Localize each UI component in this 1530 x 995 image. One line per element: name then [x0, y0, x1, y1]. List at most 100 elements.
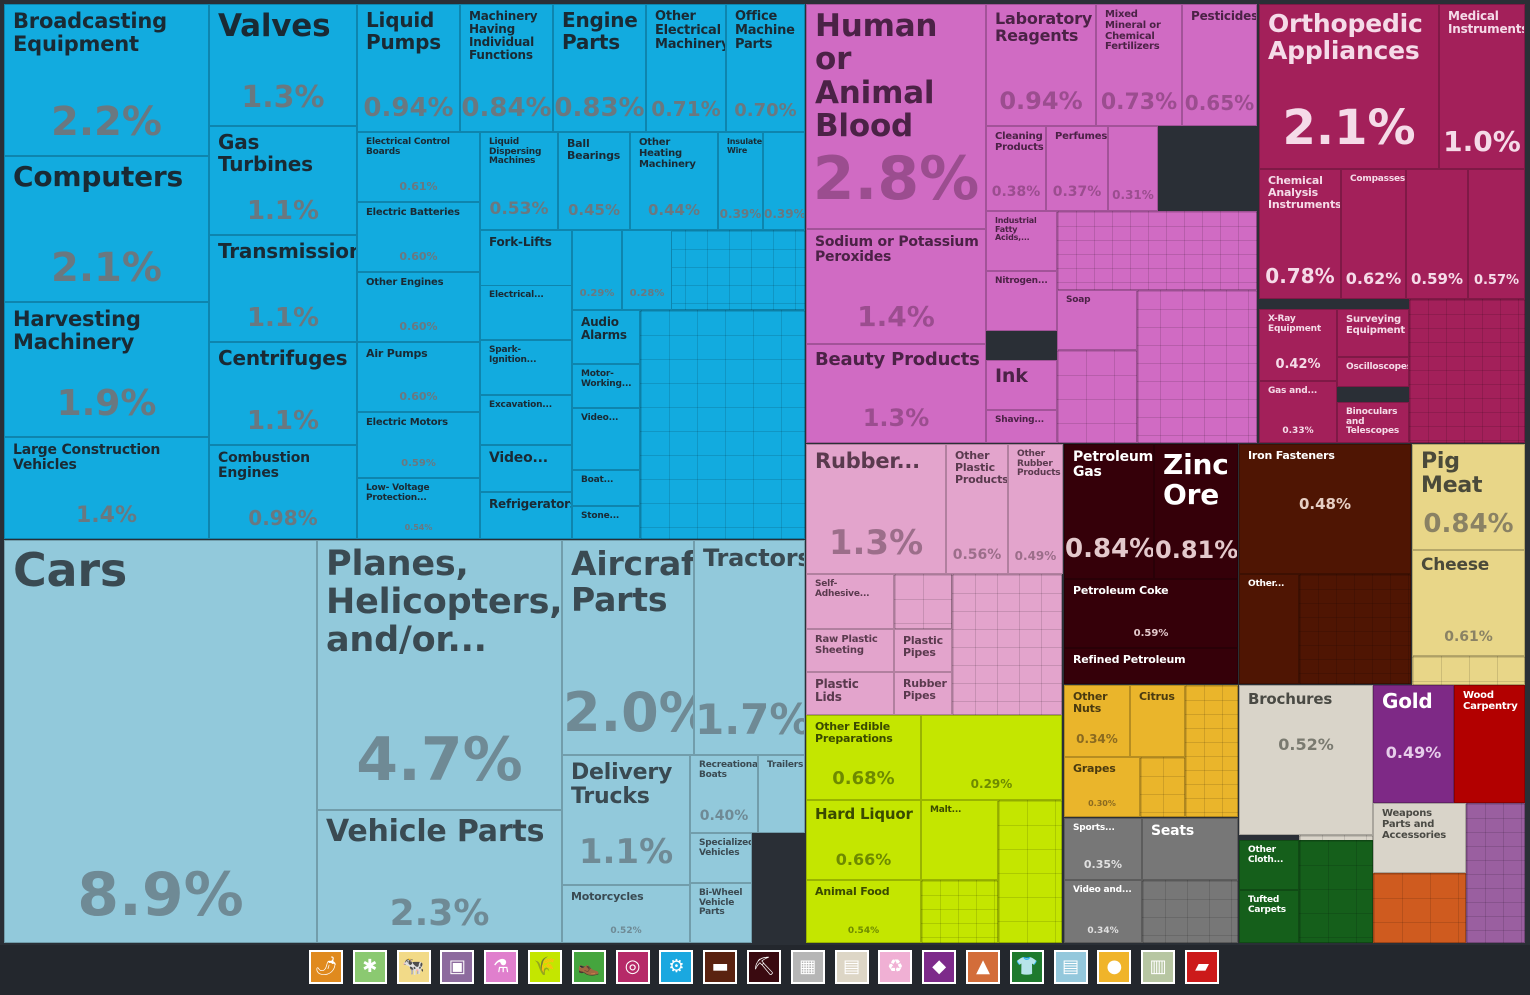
textiles-icon[interactable]: 👕	[1009, 950, 1044, 984]
treemap-tile[interactable]: Delivery Trucks 1.1%	[562, 755, 690, 885]
treemap-tile[interactable]: Other Plastic Products 0.56%	[946, 444, 1008, 574]
animal-products-icon[interactable]: 🐄	[396, 950, 431, 984]
machines-icon[interactable]: ⚙	[659, 950, 694, 984]
treemap-tile[interactable]: Bi-Wheel Vehicle Parts	[690, 883, 752, 943]
treemap-tile[interactable]: Insulated Wire 0.39%	[718, 132, 763, 230]
treemap-tile[interactable]: Gas and... 0.33%	[1259, 381, 1337, 443]
treemap-tile[interactable]: Excavation...	[480, 395, 572, 445]
treemap-tile[interactable]: Pig Meat 0.84%	[1412, 444, 1525, 550]
treemap-tile[interactable]: 0.59%	[1406, 169, 1468, 299]
stone-and-glass-icon[interactable]: ▲	[966, 950, 1000, 984]
treemap-tile[interactable]: Cars 8.9%	[4, 540, 317, 943]
treemap-tile[interactable]: Medical Instruments 1.0%	[1439, 4, 1525, 169]
treemap-tile[interactable]: Planes, Helicopters, and/or... 4.7%	[317, 540, 562, 810]
treemap-tile[interactable]: Orthopedic Appliances 2.1%	[1259, 4, 1439, 169]
treemap-tile[interactable]: Petroleum Gas 0.84%	[1064, 444, 1154, 579]
footwear-icon[interactable]: 👞	[571, 950, 606, 984]
treemap-tile[interactable]: Recreational Boats 0.40%	[690, 755, 758, 833]
treemap-tile[interactable]: Other Rubber Products 0.49%	[1008, 444, 1063, 574]
treemap-tile[interactable]: Petroleum Coke 0.59%	[1064, 579, 1238, 648]
metals-icon[interactable]: ▬	[703, 950, 738, 984]
treemap-tile[interactable]: Raw Plastic Sheeting	[806, 629, 894, 672]
treemap-tile[interactable]: Ink	[986, 360, 1057, 410]
treemap-tile[interactable]: Malt...	[921, 800, 998, 880]
treemap-tile[interactable]: 0.39%	[763, 132, 805, 230]
treemap-tile[interactable]: Centrifuges 1.1%	[209, 342, 357, 445]
treemap-tile[interactable]: Animal Food 0.54%	[806, 880, 921, 943]
treemap-tile[interactable]: Valves 1.3%	[209, 4, 357, 126]
treemap-tile[interactable]: Harvesting Machinery 1.9%	[4, 302, 209, 437]
treemap-tile[interactable]: Transmissions 1.1%	[209, 235, 357, 342]
treemap-tile[interactable]: Cleaning Products 0.38%	[986, 126, 1046, 211]
treemap-tile[interactable]: Beauty Products 1.3%	[806, 344, 986, 443]
treemap-tile[interactable]: Liquid Dispersing Machines 0.53%	[480, 132, 558, 230]
treemap-tile[interactable]: Stone...	[572, 506, 640, 539]
vegetable-products-icon[interactable]: 🌶	[309, 950, 343, 984]
treemap-tile[interactable]: Sodium or Potassium Peroxides 1.4%	[806, 229, 986, 344]
treemap-tile[interactable]: Citrus	[1130, 685, 1185, 757]
treemap-tile[interactable]: Self- Adhesive...	[806, 574, 894, 629]
treemap-tile[interactable]: Specialized Vehicles	[690, 833, 752, 883]
vegetable-icon[interactable]: ●	[1097, 950, 1132, 984]
treemap-tile[interactable]: 0.29%	[921, 715, 1062, 800]
treemap-tile[interactable]: Rubber... 1.3%	[806, 444, 946, 574]
treemap-tile[interactable]: Electric Motors 0.59%	[357, 412, 480, 478]
treemap-tile[interactable]: Grapes 0.30%	[1064, 757, 1140, 817]
foodstuffs-icon[interactable]: 🌾	[528, 950, 562, 984]
treemap-tile[interactable]: 0.57%	[1468, 169, 1525, 299]
treemap-tile[interactable]: Gas Turbines 1.1%	[209, 126, 357, 235]
treemap-tile[interactable]: Gold 0.49%	[1373, 685, 1454, 803]
treemap-tile[interactable]: Plastic Lids	[806, 672, 894, 715]
miscellaneous-icon[interactable]: ▦	[790, 950, 825, 984]
treemap-tile[interactable]: Rubber Pipes	[894, 672, 952, 715]
treemap-tile[interactable]: Seats	[1142, 818, 1238, 880]
treemap-tile[interactable]: 0.31%	[1108, 126, 1158, 211]
paper-goods-icon[interactable]: ▤	[834, 950, 869, 984]
treemap-tile[interactable]: Nitrogen...	[986, 271, 1057, 331]
treemap-tile[interactable]: Liquid Pumps 0.94%	[357, 4, 460, 132]
art-icon[interactable]: ▣	[440, 950, 475, 984]
treemap-tile[interactable]: Motorcycles 0.52%	[562, 885, 690, 943]
treemap-tile[interactable]: 0.29%	[572, 230, 622, 310]
treemap-tile[interactable]: Plastic Pipes	[894, 629, 952, 672]
treemap-tile[interactable]: Air Pumps 0.60%	[357, 342, 480, 412]
treemap-tile[interactable]: Mixed Mineral or Chemical Fertilizers 0.7…	[1096, 4, 1182, 126]
animal-hides-icon[interactable]: ✱	[352, 950, 387, 984]
treemap-tile[interactable]: Perfumes 0.37%	[1046, 126, 1108, 211]
mineral-products-icon[interactable]: ⛏	[747, 950, 781, 984]
treemap-tile[interactable]: Human or Animal Blood 2.8%	[806, 4, 986, 229]
treemap-tile[interactable]: Aircraft Parts 2.0%	[562, 540, 694, 755]
precious-metals-icon[interactable]: ◆	[922, 950, 957, 984]
treemap-tile[interactable]: 0.28%	[622, 230, 672, 310]
treemap-tile[interactable]: Video...	[572, 408, 640, 470]
treemap-tile[interactable]: Tractors 1.7%	[694, 540, 805, 755]
treemap-tile[interactable]: Pesticides 0.65%	[1182, 4, 1257, 126]
treemap-tile[interactable]: Ball Bearings 0.45%	[558, 132, 630, 230]
treemap-tile[interactable]: Wood Carpentry	[1454, 685, 1525, 803]
treemap-tile[interactable]: Trailers	[758, 755, 805, 833]
treemap-tile[interactable]: Other Cloth...	[1239, 840, 1299, 890]
treemap-tile[interactable]: Electric Batteries 0.60%	[357, 202, 480, 272]
treemap-tile[interactable]: Soap	[1057, 290, 1137, 350]
treemap-tile[interactable]: Engine Parts 0.83%	[553, 4, 646, 132]
treemap-tile[interactable]: Iron Fasteners 0.48%	[1239, 444, 1411, 574]
treemap-tile[interactable]: Industrial Fatty Acids,...	[986, 211, 1057, 271]
treemap-tile[interactable]: Hard Liquor 0.66%	[806, 800, 921, 880]
treemap-tile[interactable]: Other...	[1239, 574, 1299, 684]
treemap-tile[interactable]: Fork-Lifts	[480, 230, 572, 290]
treemap-tile[interactable]: Boat...	[572, 470, 640, 506]
treemap-tile[interactable]: Broadcasting Equipment 2.2%	[4, 4, 209, 156]
treemap-tile[interactable]: Computers 2.1%	[4, 156, 209, 302]
treemap-tile[interactable]: Zinc Ore 0.81%	[1154, 444, 1238, 579]
treemap-tile[interactable]: Refined Petroleum	[1064, 648, 1238, 684]
treemap-tile[interactable]: Other Nuts 0.34%	[1064, 685, 1130, 757]
treemap-tile[interactable]: Refrigerators	[480, 492, 572, 539]
treemap-tile[interactable]: Low- Voltage Protection... 0.54%	[357, 478, 480, 539]
treemap-tile[interactable]: Surveying Equipment	[1337, 309, 1409, 357]
treemap-tile[interactable]: Laboratory Reagents 0.94%	[986, 4, 1096, 126]
treemap-tile[interactable]: Other Electrical Machinery 0.71%	[646, 4, 726, 132]
treemap-tile[interactable]: Shaving...	[986, 410, 1057, 443]
chemical-products-icon[interactable]: ⚗	[484, 950, 519, 984]
treemap-tile[interactable]: Audio Alarms	[572, 310, 640, 364]
treemap-tile[interactable]: Video and... 0.34%	[1064, 880, 1142, 943]
